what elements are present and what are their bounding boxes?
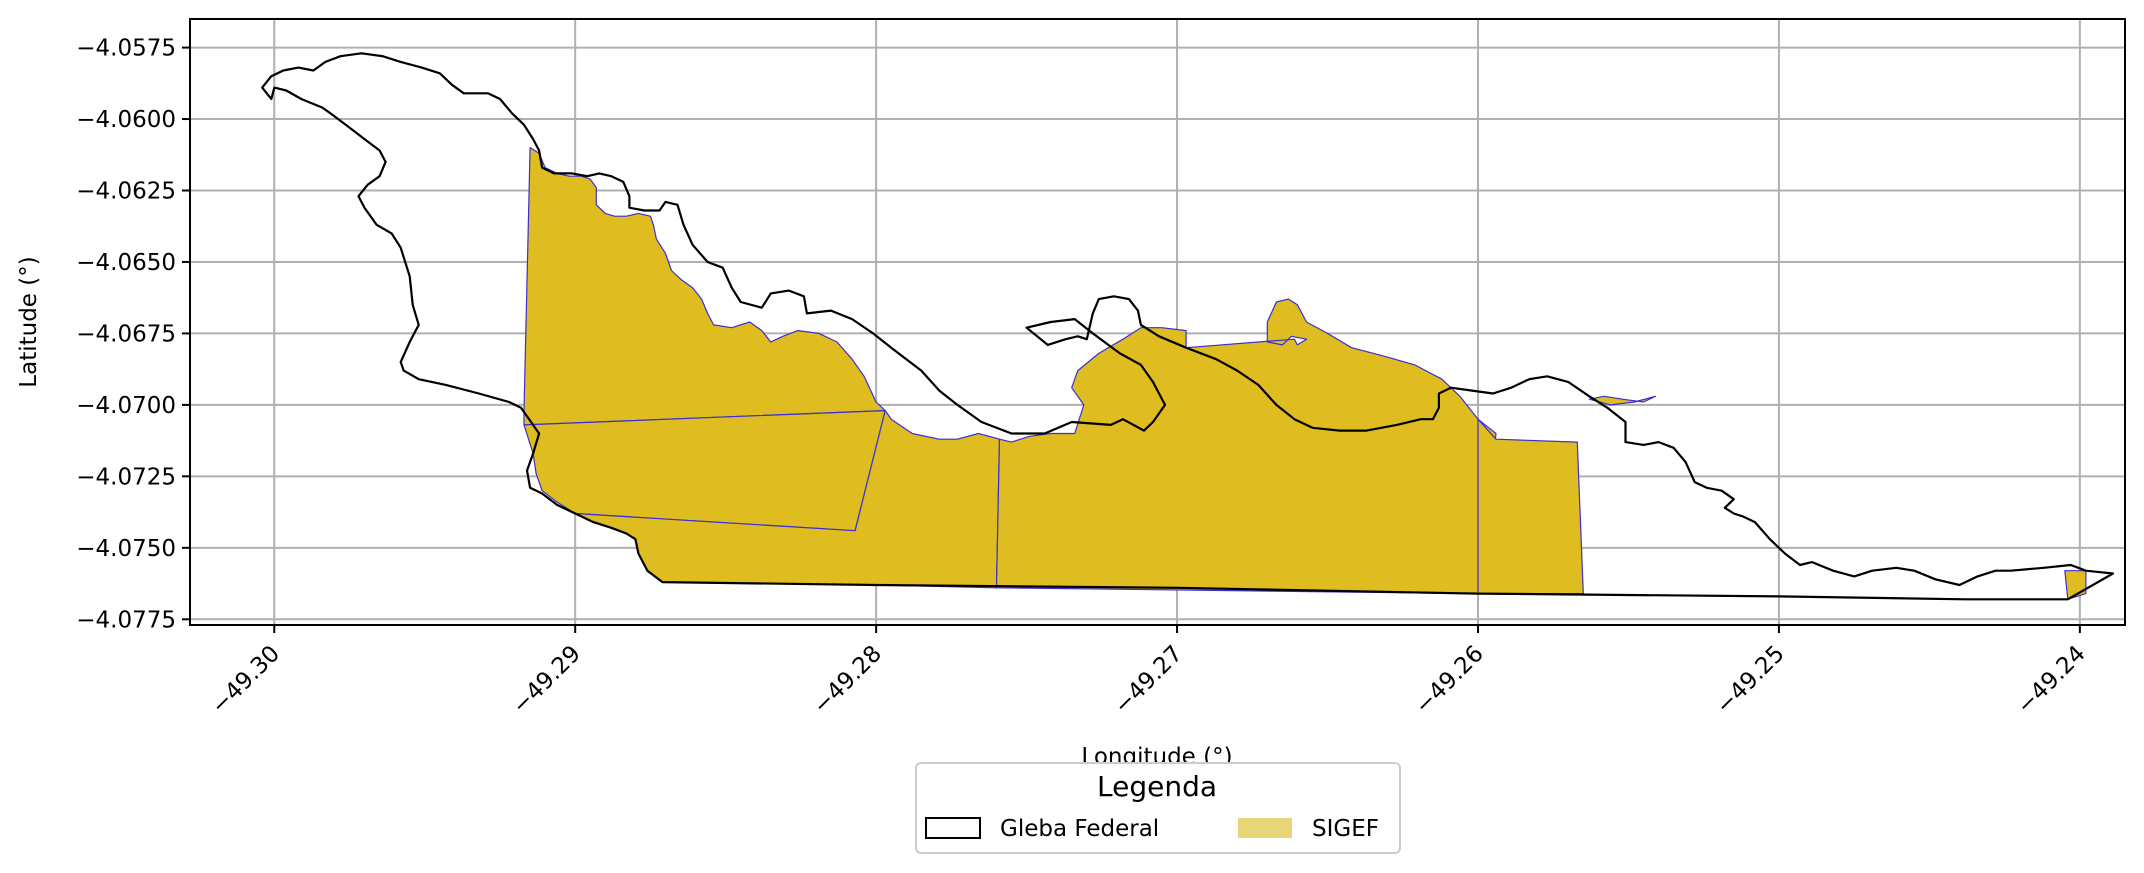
- legend-label-gleba-federal: Gleba Federal: [1000, 816, 1159, 842]
- plot-frame: [189, 18, 2126, 626]
- y-tick-label: −4.0725: [76, 464, 176, 490]
- y-tick-label: −4.0775: [76, 607, 176, 633]
- y-tick-label: −4.0700: [76, 393, 176, 419]
- x-tick-label: −49.27: [1109, 641, 1188, 720]
- x-tick-label: −49.28: [808, 641, 887, 720]
- x-axis-ticks: −49.30 −49.29 −49.28 −49.27 −49.26 −49.25 −49.…: [207, 625, 2091, 719]
- y-tick-label: −4.0750: [76, 536, 176, 562]
- gleba-federal-outline: [261, 52, 2115, 601]
- x-tick-label: −49.26: [1410, 641, 1489, 720]
- legend-label-sigef: SIGEF: [1312, 816, 1379, 842]
- x-tick-label: −49.29: [507, 641, 586, 720]
- y-tick-label: −4.0650: [76, 250, 176, 276]
- sigef-parcel: [995, 298, 1497, 595]
- x-tick-label: −49.25: [1711, 641, 1790, 720]
- y-axis-ticks: −4.0575 −4.0600 −4.0625 −4.0650 −4.0675 −4.07…: [76, 36, 190, 633]
- sigef-parcel: [523, 410, 886, 532]
- legend-swatch-gleba-federal: [925, 817, 981, 839]
- y-tick-label: −4.0675: [76, 321, 176, 347]
- legend-title: Legenda: [1097, 770, 1217, 803]
- gleba-federal-layer: [261, 52, 2115, 601]
- sigef-layer: [523, 147, 2087, 600]
- sigef-parcel: [1588, 395, 1657, 406]
- sigef-parcel: [523, 147, 886, 426]
- y-tick-label: −4.0600: [76, 107, 176, 133]
- legend-swatch-sigef: [1238, 818, 1292, 838]
- y-tick-label: −4.0575: [76, 36, 176, 62]
- sigef-parcel: [1477, 418, 1584, 595]
- y-axis-title: Latitude (°): [16, 256, 42, 387]
- x-tick-label: −49.30: [207, 641, 286, 720]
- x-tick-label: −49.24: [2012, 641, 2091, 720]
- y-tick-label: −4.0625: [76, 179, 176, 205]
- legend: Legenda Gleba Federal SIGEF: [915, 762, 1401, 854]
